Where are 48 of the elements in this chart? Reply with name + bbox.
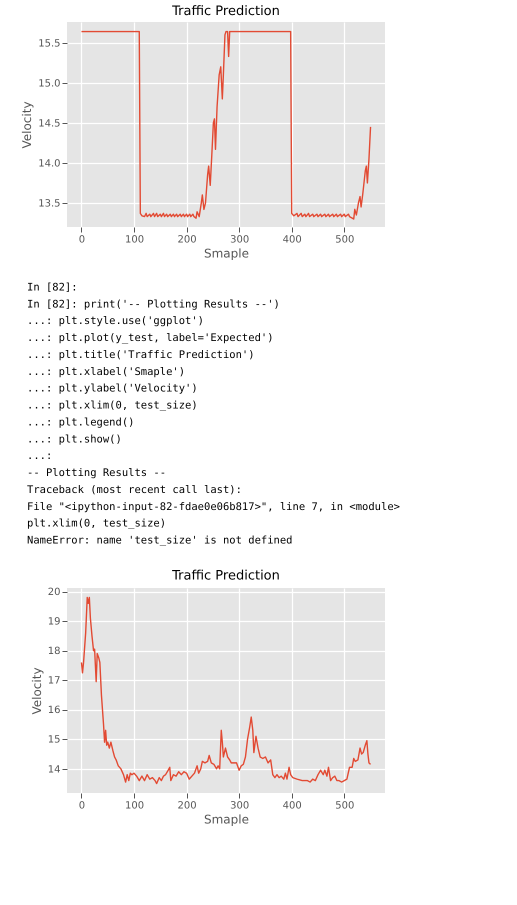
text: File "<ipython-input-82-fdae0e06b817>", line 7, in <module> <box>27 500 400 513</box>
text: In [82]: <box>27 281 78 294</box>
text: ...: plt.xlim(0, test_size) <box>27 400 198 412</box>
text: NameError: name 'test_size' is not defined <box>27 534 293 547</box>
text: ...: plt.plot(y_test, label='Expected') <box>27 332 274 344</box>
text: ...: plt.show() <box>27 433 122 446</box>
x-axis-title: Smaple <box>204 246 249 260</box>
chart-title: Traffic Prediction <box>171 4 280 19</box>
text: ...: plt.style.use('ggplot') <box>27 315 204 328</box>
y-axis-title: Velocity <box>30 667 44 715</box>
y-tick-label: 15.5 <box>38 38 60 50</box>
y-tick-label: 15.0 <box>38 78 60 90</box>
y-tick-label: 15 <box>48 734 60 746</box>
y-tick-label: 16 <box>48 705 60 716</box>
y-axis-title: Velocity <box>20 101 34 149</box>
y-tick-label: 14.0 <box>38 158 60 170</box>
x-tick-label: 300 <box>230 800 250 812</box>
text: -- Plotting Results -- <box>27 467 166 480</box>
text: ...: <box>27 450 52 462</box>
x-tick-label: 0 <box>78 234 86 246</box>
text: Traceback (most recent call last): <box>27 484 242 496</box>
text: ...: plt.ylabel('Velocity') <box>27 382 198 395</box>
text: ...: plt.legend() <box>27 416 134 428</box>
text: ...: plt.xlabel('Smaple') <box>27 366 186 378</box>
x-tick-label: 300 <box>230 234 250 246</box>
y-tick-label: 14 <box>48 764 60 776</box>
text: plt.xlim(0, test_size) <box>27 518 166 530</box>
line-series <box>80 596 372 784</box>
x-tick-label: 100 <box>124 234 144 246</box>
y-tick-label: 19 <box>48 616 60 628</box>
x-tick-label: 500 <box>335 800 354 812</box>
y-tick-label: 20 <box>48 587 60 598</box>
y-tick-label: 18 <box>48 646 60 658</box>
x-tick-label: 400 <box>282 234 302 246</box>
x-axis-title: Smaple <box>204 812 249 826</box>
y-tick-label: 13.5 <box>38 198 60 210</box>
line-series <box>80 30 372 220</box>
chart-title: Traffic Prediction <box>171 568 280 584</box>
x-tick-label: 0 <box>78 800 86 812</box>
y-tick-label: 17 <box>48 676 60 687</box>
x-tick-label: 400 <box>282 800 302 812</box>
text: ...: plt.title('Traffic Prediction') <box>27 348 255 361</box>
x-tick-label: 200 <box>178 800 197 812</box>
x-tick-label: 100 <box>124 800 144 812</box>
x-tick-label: 500 <box>335 234 354 246</box>
text: In [82]: print('-- Plotting Results --') <box>27 298 280 310</box>
y-tick-label: 14.5 <box>38 118 60 130</box>
x-tick-label: 200 <box>178 234 197 246</box>
